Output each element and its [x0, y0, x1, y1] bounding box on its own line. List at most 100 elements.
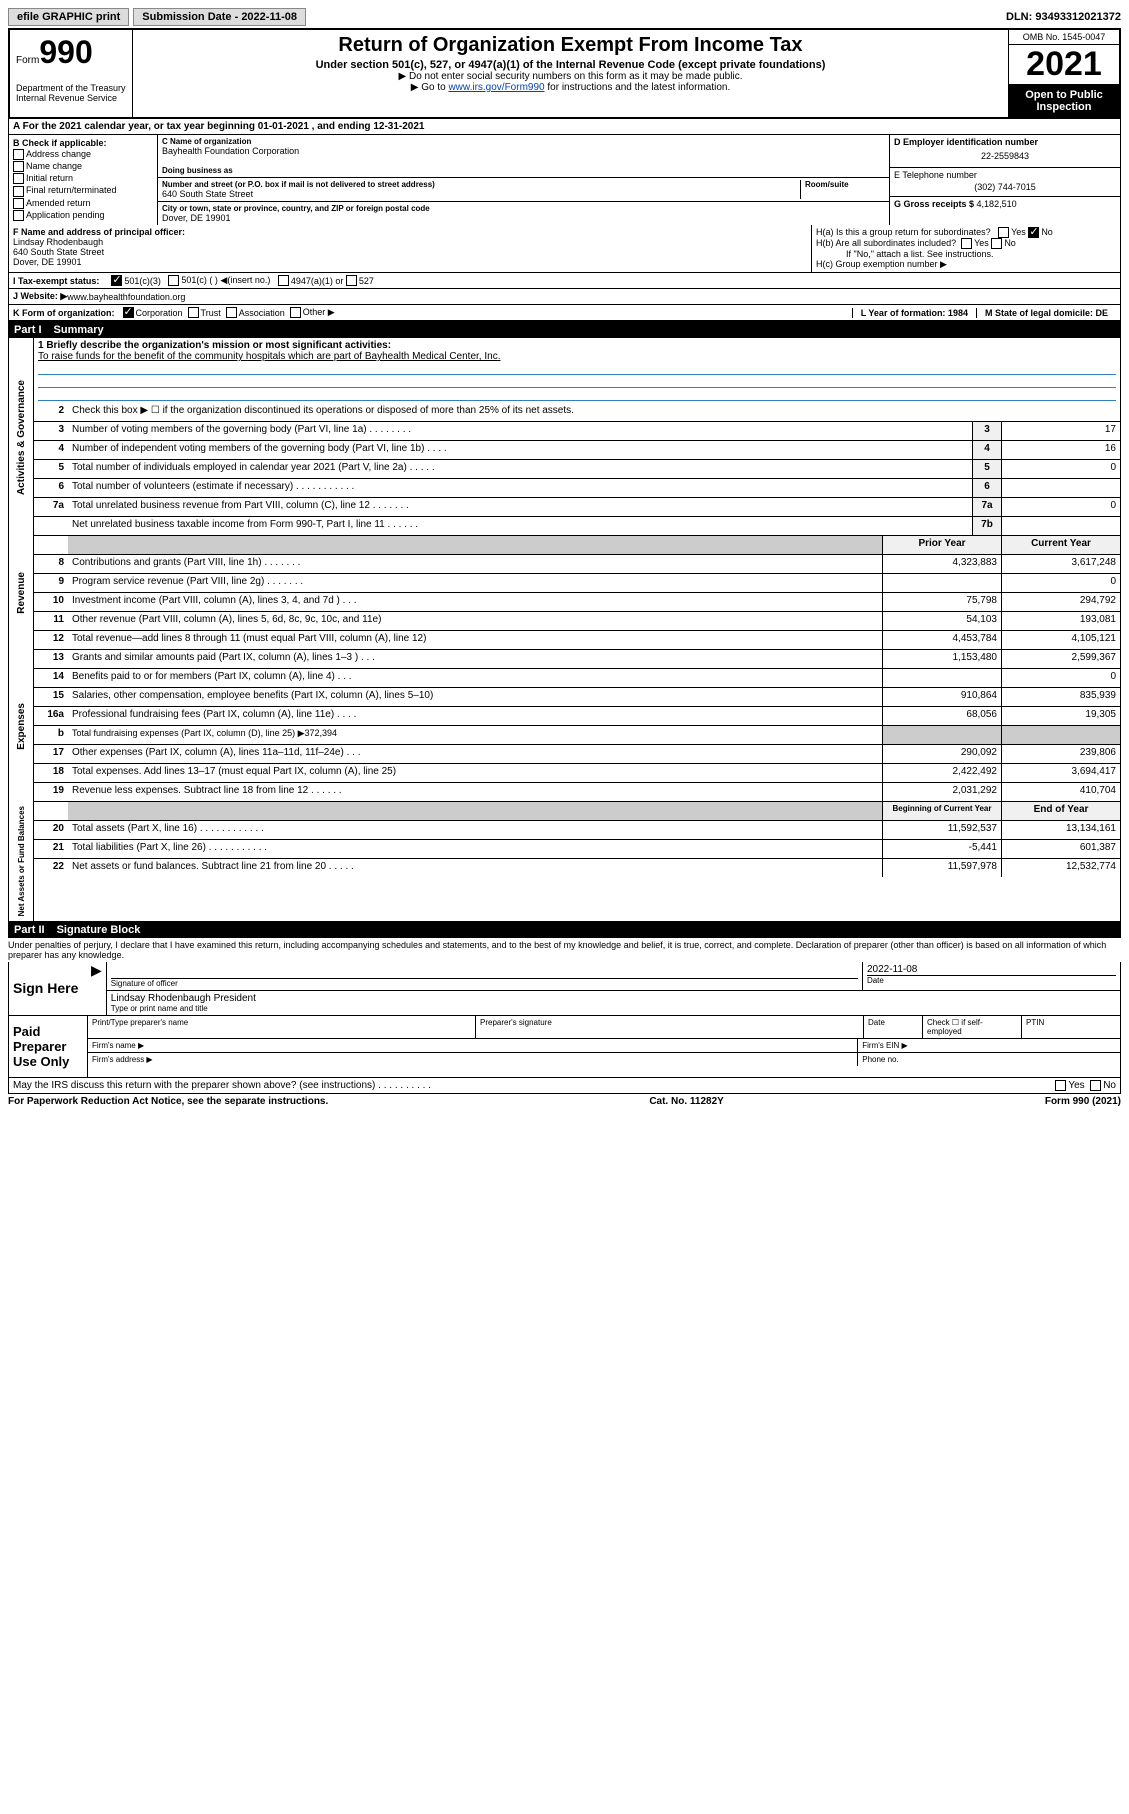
line-21-prior: -5,441 [882, 840, 1001, 858]
officer-label: F Name and address of principal officer: [13, 227, 807, 237]
sig-officer-label: Signature of officer [111, 978, 858, 988]
line-11-prior: 54,103 [882, 612, 1001, 630]
chk-ha-yes[interactable] [998, 227, 1009, 238]
line-21-curr: 601,387 [1001, 840, 1120, 858]
line-14-curr: 0 [1001, 669, 1120, 687]
chk-4947[interactable] [278, 275, 289, 286]
chk-assoc[interactable] [226, 307, 237, 318]
notice-1: ▶ Do not enter social security numbers o… [137, 71, 1004, 82]
chk-name-change[interactable] [13, 161, 24, 172]
line-4-val: 16 [1001, 441, 1120, 459]
opt-4947: 4947(a)(1) or [291, 276, 344, 286]
chk-ha-no[interactable] [1028, 227, 1039, 238]
mission-text: To raise funds for the benefit of the co… [38, 351, 1116, 362]
row-i-label: I Tax-exempt status: [13, 276, 99, 286]
chk-discuss-no[interactable] [1090, 1080, 1101, 1091]
line-5-desc: Total number of individuals employed in … [68, 460, 972, 478]
row-m: M State of legal domicile: DE [976, 308, 1116, 318]
form-number: 990 [39, 34, 92, 70]
line-8-desc: Contributions and grants (Part VIII, lin… [68, 555, 882, 573]
phone-value: (302) 744-7015 [894, 180, 1116, 194]
chk-label: Amended return [26, 198, 91, 208]
prep-name-label: Print/Type preparer's name [88, 1016, 476, 1038]
line-9-curr: 0 [1001, 574, 1120, 592]
line-4-box: 4 [972, 441, 1001, 459]
row-j-website: J Website: ▶ www.bayhealthfoundation.org [8, 289, 1121, 305]
line-22-curr: 12,532,774 [1001, 859, 1120, 877]
city-label: City or town, state or province, country… [162, 204, 885, 213]
discuss-row: May the IRS discuss this return with the… [9, 1078, 1120, 1093]
opt-trust: Trust [201, 308, 221, 318]
efile-button[interactable]: efile GRAPHIC print [8, 8, 129, 26]
line-7b-desc: Net unrelated business taxable income fr… [68, 517, 972, 535]
header-center: Return of Organization Exempt From Incom… [133, 30, 1008, 117]
line-16a-desc: Professional fundraising fees (Part IX, … [68, 707, 882, 725]
chk-label: Address change [26, 149, 91, 159]
line-6-box: 6 [972, 479, 1001, 497]
mission-section: 1 Briefly describe the organization's mi… [34, 338, 1120, 403]
vtab-revenue: Revenue [9, 536, 34, 650]
summary-revenue: Revenue Prior YearCurrent Year 8Contribu… [8, 536, 1121, 650]
line-13-curr: 2,599,367 [1001, 650, 1120, 668]
col-b-label: B Check if applicable: [13, 138, 153, 148]
line-11-desc: Other revenue (Part VIII, column (A), li… [68, 612, 882, 630]
line-13-prior: 1,153,480 [882, 650, 1001, 668]
firm-name-label: Firm's name ▶ [88, 1039, 858, 1052]
officer-name: Lindsay Rhodenbaugh [13, 237, 807, 247]
prep-sig-label: Preparer's signature [476, 1016, 864, 1038]
line-15-curr: 835,939 [1001, 688, 1120, 706]
line-17-desc: Other expenses (Part IX, column (A), lin… [68, 745, 882, 763]
sig-name-label: Type or print name and title [111, 1004, 1116, 1013]
line-2: Check this box ▶ ☐ if the organization d… [68, 403, 1120, 421]
ha-label: H(a) Is this a group return for subordin… [816, 227, 1116, 238]
chk-other[interactable] [290, 307, 301, 318]
chk-label: Final return/terminated [26, 185, 117, 195]
line-12-prior: 4,453,784 [882, 631, 1001, 649]
submission-date-button[interactable]: Submission Date - 2022-11-08 [133, 8, 306, 26]
hb-note: If "No," attach a list. See instructions… [816, 249, 1116, 259]
tax-year: 2021 [1009, 45, 1119, 85]
row-f-h: F Name and address of principal officer:… [8, 225, 1121, 273]
form-header: Form990 Department of the Treasury Inter… [8, 28, 1121, 119]
chk-address-change[interactable] [13, 149, 24, 160]
sig-date-label: Date [867, 975, 1116, 985]
row-k-label: K Form of organization: [13, 308, 115, 318]
sign-here-label: Sign Here [9, 962, 87, 1015]
open-public-badge: Open to Public Inspection [1009, 85, 1119, 117]
footer-right: Form 990 (2021) [1045, 1096, 1121, 1107]
chk-hb-no[interactable] [991, 238, 1002, 249]
line-13-desc: Grants and similar amounts paid (Part IX… [68, 650, 882, 668]
line-7a-desc: Total unrelated business revenue from Pa… [68, 498, 972, 516]
chk-application-pending[interactable] [13, 210, 24, 221]
line-18-desc: Total expenses. Add lines 13–17 (must eq… [68, 764, 882, 782]
opt-assoc: Association [239, 308, 285, 318]
chk-amended[interactable] [13, 198, 24, 209]
department-text: Department of the Treasury Internal Reve… [16, 83, 126, 103]
chk-hb-yes[interactable] [961, 238, 972, 249]
footer-cat-no: Cat. No. 11282Y [328, 1096, 1045, 1107]
line-3-box: 3 [972, 422, 1001, 440]
line-22-prior: 11,597,978 [882, 859, 1001, 877]
opt-other: Other ▶ [303, 307, 335, 318]
chk-corp[interactable] [123, 307, 134, 318]
chk-final-return[interactable] [13, 186, 24, 197]
line-14-desc: Benefits paid to or for members (Part IX… [68, 669, 882, 687]
chk-trust[interactable] [188, 307, 199, 318]
omb-number: OMB No. 1545-0047 [1009, 30, 1119, 45]
col-de: D Employer identification number 22-2559… [889, 135, 1120, 225]
chk-initial-return[interactable] [13, 173, 24, 184]
line-7a-val: 0 [1001, 498, 1120, 516]
chk-501c3[interactable] [111, 275, 122, 286]
part1-title: Summary [54, 324, 104, 336]
chk-527[interactable] [346, 275, 357, 286]
paid-preparer-label: Paid Preparer Use Only [9, 1016, 87, 1077]
line-15-desc: Salaries, other compensation, employee b… [68, 688, 882, 706]
line-20-prior: 11,592,537 [882, 821, 1001, 839]
chk-501c[interactable] [168, 275, 179, 286]
irs-link[interactable]: www.irs.gov/Form990 [448, 82, 544, 93]
chk-discuss-yes[interactable] [1055, 1080, 1066, 1091]
street-address: 640 South State Street [162, 189, 800, 199]
city-state-zip: Dover, DE 19901 [162, 213, 885, 223]
line-6-val [1001, 479, 1120, 497]
notice-2: ▶ Go to www.irs.gov/Form990 for instruct… [137, 82, 1004, 93]
